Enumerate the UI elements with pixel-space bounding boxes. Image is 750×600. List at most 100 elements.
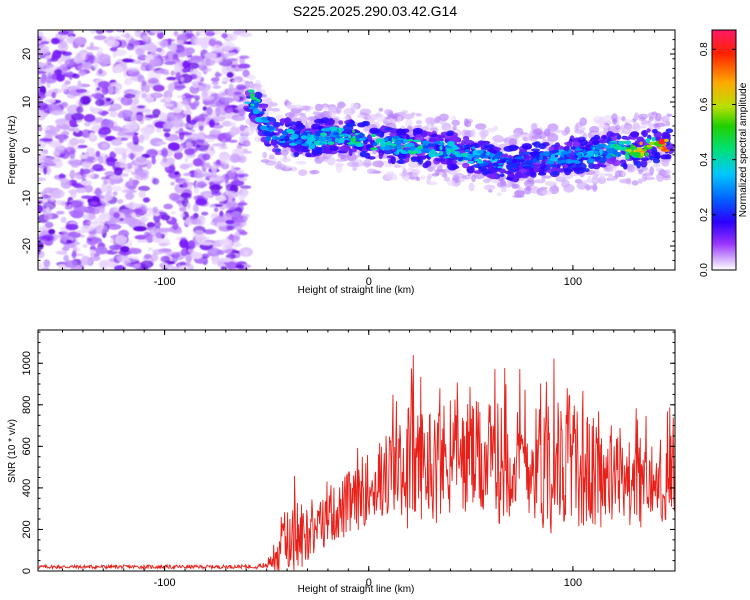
ridge-body-blob [563,168,574,173]
ridge-halo-blob [280,149,289,156]
ridge-halo-blob [620,171,627,176]
noise-blob [158,227,172,233]
ridge-core-blob [260,125,268,130]
ridge-body-blob [499,173,505,178]
ridge-body-blob [533,165,539,173]
noise-blob [69,137,79,146]
ridge-halo-blob [404,118,413,128]
ridge-core-blob [598,157,607,164]
noise-blob [44,98,56,104]
ridge-halo-blob [500,185,507,193]
ridge-body-blob [434,157,446,162]
ridge-halo-blob [626,164,636,173]
ridge-halo-blob [335,158,346,162]
ridge-halo-blob [493,125,499,131]
ridge-core-blob [498,157,505,160]
noise-blob [229,153,241,163]
noise-blob [38,110,46,121]
noise-blob [98,53,111,62]
ridge-halo-blob [393,164,402,168]
noise-blob [220,97,235,104]
noise-blob [152,206,158,214]
noise-blob [212,85,222,89]
ridge-halo-blob [416,176,421,182]
ridge-halo-blob [634,112,639,121]
noise-blob [38,36,43,42]
noise-blob [44,126,51,130]
ridge-body-blob [384,127,394,131]
spectrogram-y-axis-label: Frequency (Hz) [7,116,18,185]
noise-blob [113,149,126,155]
noise-blob [227,52,237,56]
noise-blob [193,187,200,195]
noise-blob [215,71,221,79]
ridge-core-blob [308,145,313,150]
noise-blob [72,73,80,79]
noise-blob [70,161,80,168]
ridge-halo-blob [299,113,307,117]
ridge-halo-blob [294,160,307,165]
noise-blob [71,112,85,121]
ridge-core-blob [338,137,345,144]
ridge-body-blob [365,144,372,149]
ridge-core-blob [529,151,538,157]
ridge-halo-blob [271,108,281,112]
noise-blob [199,242,213,246]
ridge-body-blob [469,165,475,174]
noise-blob [203,193,210,199]
noise-blob [208,119,215,128]
noise-blob [60,200,67,207]
ridge-halo-blob [307,119,315,126]
ridge-halo-blob [480,129,489,138]
noise-blob [197,181,206,189]
noise-blob [118,158,126,165]
noise-blob [231,210,241,218]
ridge-core-blob [592,150,600,155]
noise-blob [40,41,50,45]
ridge-halo-blob [386,118,397,123]
ridge-core-blob [324,127,332,132]
ridge-core-blob [537,160,541,163]
ridge-core-blob [274,137,282,141]
ridge-core-blob [348,134,352,139]
noise-blob [43,259,50,267]
noise-blob [86,52,94,61]
ridge-halo-blob [632,123,641,132]
noise-blob [163,61,176,65]
noise-blob [174,171,180,176]
noise-blob [202,153,211,161]
noise-blob [54,110,67,115]
noise-blob [228,139,238,143]
ridge-body-blob [359,150,367,158]
ridge-core-blob [427,143,436,148]
ridge-core-blob [612,149,618,155]
ridge-halo-blob [544,181,557,187]
noise-blob [125,255,139,263]
ridge-body-blob [261,108,267,112]
ridge-halo-blob [658,170,670,175]
noise-blob [98,205,106,214]
snr-background [38,330,675,571]
ridge-halo-blob [593,168,600,178]
ridge-halo-blob [366,168,377,175]
noise-blob [188,102,197,107]
noise-blob [164,132,171,138]
noise-blob [77,144,88,149]
noise-blob [111,185,123,192]
ridge-halo-blob [540,186,548,190]
ridge-core-blob [592,146,596,151]
ridge-halo-blob [514,189,525,198]
ridge-core-blob [420,148,430,153]
noise-blob [234,95,240,101]
noise-blob [73,242,81,246]
ridge-core-blob [511,159,518,163]
noise-blob [164,251,178,255]
noise-blob [147,77,159,84]
snr-y-tick-label: 400 [21,479,33,497]
ridge-halo-blob [647,121,653,127]
ridge-halo-blob [620,126,625,135]
noise-blob [187,240,196,250]
ridge-halo-blob [651,114,657,118]
ridge-core-blob [370,133,377,138]
